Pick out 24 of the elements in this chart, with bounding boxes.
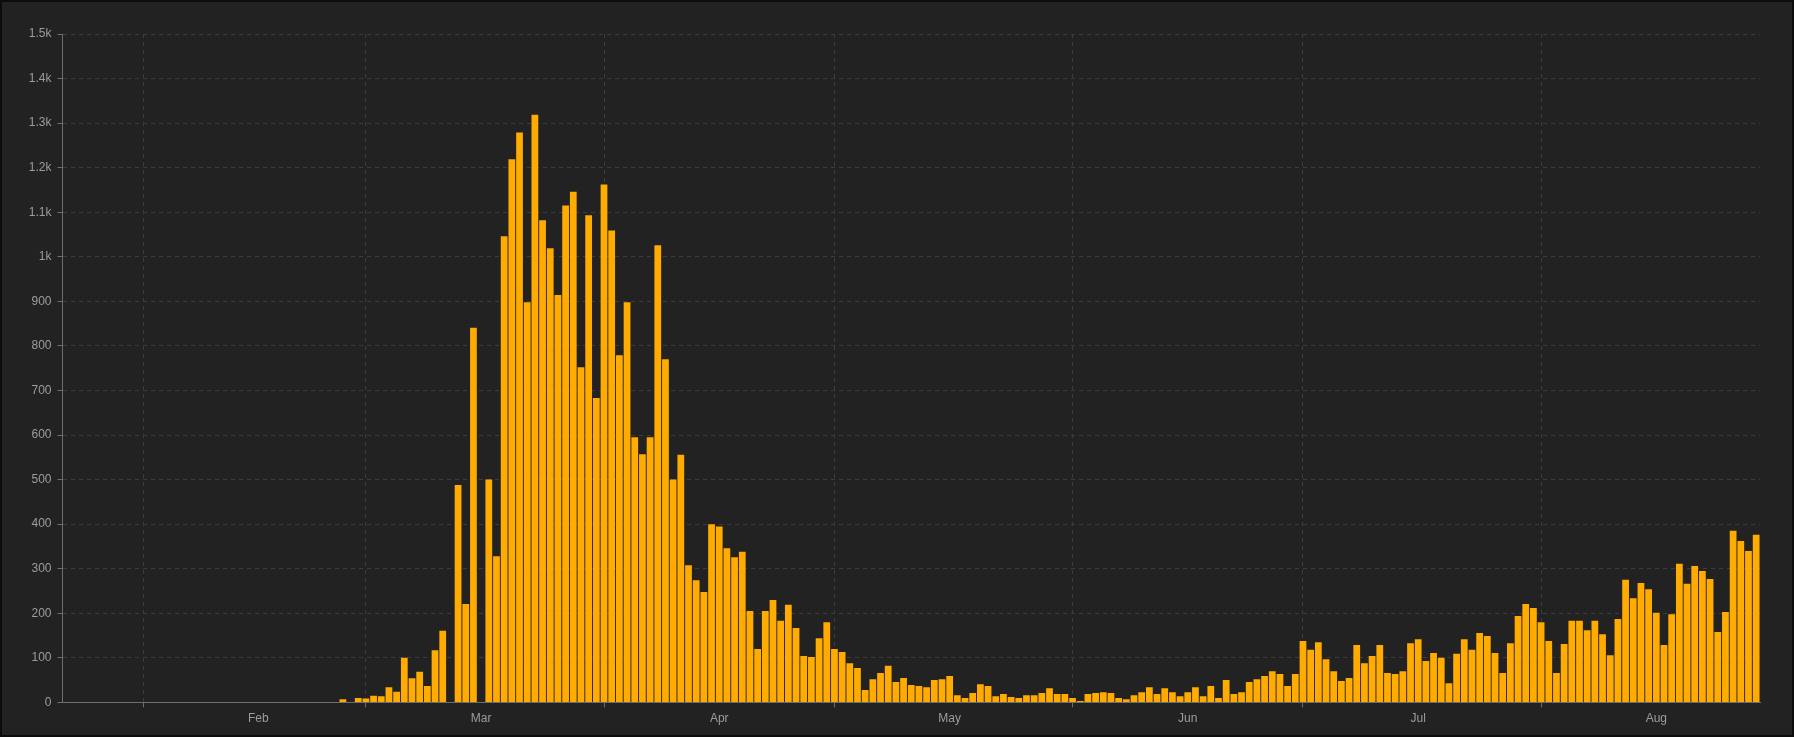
y-tick-label: 1.3k xyxy=(28,115,53,130)
x-tick-label: Feb xyxy=(248,710,270,725)
x-tick-label: Apr xyxy=(709,710,729,725)
y-tick-label: 0 xyxy=(44,694,52,709)
y-tick-label: 100 xyxy=(31,650,52,665)
x-tick-label: Jul xyxy=(1410,710,1426,725)
x-tick-label: Mar xyxy=(470,710,492,725)
x-tick-label: May xyxy=(938,710,961,725)
y-tick-label: 1.4k xyxy=(28,70,53,85)
y-tick-label: 800 xyxy=(31,338,52,353)
y-tick-label: 600 xyxy=(31,427,52,442)
y-tick-label: 700 xyxy=(31,382,52,397)
x-tick-label: Aug xyxy=(1645,710,1667,725)
y-tick-label: 900 xyxy=(31,293,52,308)
x-tick-label: Jun xyxy=(1178,710,1198,725)
y-tick-label: 400 xyxy=(31,516,52,531)
y-tick-label: 1.1k xyxy=(28,204,53,219)
y-tick-label: 1.5k xyxy=(28,26,53,41)
bar xyxy=(339,699,347,702)
y-tick-label: 200 xyxy=(31,605,52,620)
y-tick-label: 1k xyxy=(38,249,53,264)
y-tick-label: 1.2k xyxy=(28,159,53,174)
y-tick-label: 500 xyxy=(31,471,52,486)
y-tick-label: 300 xyxy=(31,561,52,576)
